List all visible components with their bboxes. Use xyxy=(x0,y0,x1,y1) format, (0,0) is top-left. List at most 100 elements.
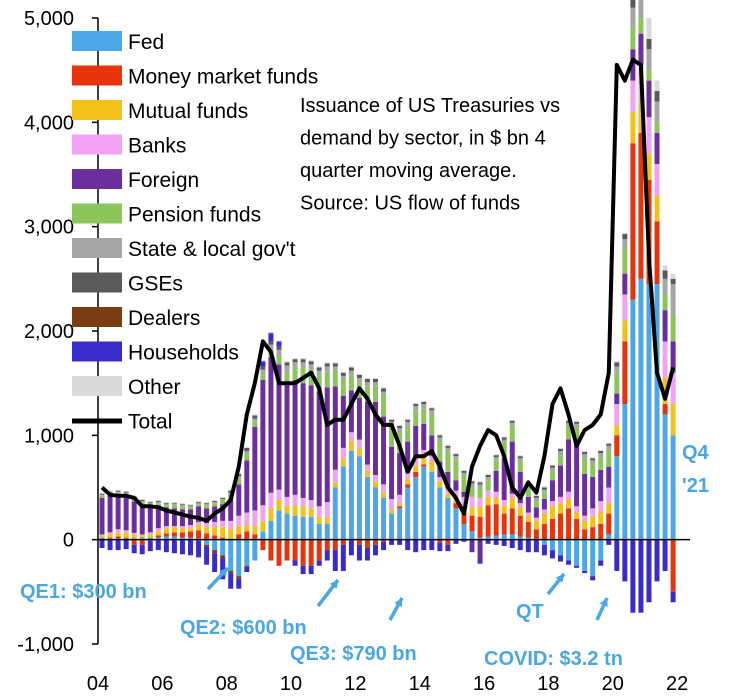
bar-pension-funds xyxy=(171,505,177,509)
legend-swatch-money-market-funds xyxy=(72,65,122,86)
bar-gses xyxy=(356,374,362,378)
bar-pension-funds xyxy=(284,371,290,383)
bar-pension-funds xyxy=(188,507,193,510)
bar-mutual-funds xyxy=(509,497,515,509)
bar-pension-funds xyxy=(413,410,419,426)
bar-state-local-gov-t xyxy=(373,382,378,387)
bar-mutual-funds xyxy=(533,520,539,530)
bar-other xyxy=(340,371,346,373)
bar-money-market-funds xyxy=(292,539,298,561)
bar-state-local-gov-t xyxy=(139,501,145,503)
bar-households xyxy=(107,539,113,551)
bar-foreign xyxy=(509,441,515,494)
x-tick-label: 22 xyxy=(666,673,688,695)
bar-gses xyxy=(252,415,258,419)
bar-pension-funds xyxy=(236,478,242,485)
legend-swatch-banks xyxy=(72,134,122,155)
bar-pension-funds xyxy=(405,425,411,442)
bar-state-local-gov-t xyxy=(381,391,387,396)
bar-banks xyxy=(558,496,563,504)
bar-households xyxy=(582,570,588,574)
bar-other xyxy=(212,500,218,502)
bar-foreign xyxy=(139,505,145,535)
bar-pension-funds xyxy=(155,503,161,506)
bar-fed xyxy=(566,539,572,561)
bar-households xyxy=(509,539,515,549)
bar-households xyxy=(300,565,306,575)
bar-foreign xyxy=(590,477,596,509)
bar-other xyxy=(614,361,620,363)
bar-money-market-funds xyxy=(188,531,193,538)
bar-banks xyxy=(517,503,523,508)
bar-pension-funds xyxy=(332,370,338,387)
bar-money-market-funds xyxy=(220,537,226,540)
bar-gses xyxy=(453,454,459,457)
bar-money-market-funds xyxy=(332,539,338,551)
bar-state-local-gov-t xyxy=(348,370,354,375)
bar-households xyxy=(429,539,435,551)
bar-other xyxy=(348,366,354,368)
bar-other xyxy=(582,450,588,453)
y-tick-label: 4,000 xyxy=(24,112,74,134)
bar-foreign xyxy=(453,480,459,491)
bar-other xyxy=(300,358,306,360)
bar-mutual-funds xyxy=(252,526,258,535)
bar-state-local-gov-t xyxy=(646,49,652,71)
bar-households xyxy=(236,578,242,589)
bar-money-market-funds xyxy=(469,515,475,532)
bar-fed xyxy=(179,537,185,540)
bar-money-market-funds xyxy=(509,508,515,535)
bar-banks xyxy=(332,469,338,483)
bar-gses xyxy=(179,504,185,506)
bar-state-local-gov-t xyxy=(324,366,330,372)
bar-dealers xyxy=(212,550,218,554)
bar-state-local-gov-t xyxy=(437,437,443,441)
bar-money-market-funds xyxy=(300,539,306,566)
bar-other xyxy=(252,414,258,416)
x-tick-label: 06 xyxy=(151,673,173,695)
bar-households xyxy=(549,550,555,559)
bar-other xyxy=(533,494,539,496)
bar-gses xyxy=(614,362,620,367)
bar-pension-funds xyxy=(598,457,604,470)
bar-state-local-gov-t xyxy=(630,7,636,29)
annotation-arrowhead xyxy=(219,568,228,577)
bar-gses xyxy=(204,503,210,505)
bar-banks xyxy=(630,80,636,112)
bar-pension-funds xyxy=(533,501,539,508)
bar-pension-funds xyxy=(461,476,467,492)
bar-fed xyxy=(171,536,177,540)
bar-fed xyxy=(364,477,370,540)
bar-other xyxy=(308,360,314,362)
bar-money-market-funds xyxy=(662,404,668,415)
bar-mutual-funds xyxy=(590,516,596,528)
bar-pension-funds xyxy=(469,486,475,497)
bar-money-market-funds xyxy=(405,484,411,488)
bar-state-local-gov-t xyxy=(147,503,153,505)
bar-fed xyxy=(147,537,153,540)
bar-banks xyxy=(582,515,588,521)
bar-mutual-funds xyxy=(204,527,210,534)
bar-state-local-gov-t xyxy=(445,447,451,451)
bar-mutual-funds xyxy=(276,500,282,511)
bar-pension-funds xyxy=(348,374,354,391)
bar-foreign xyxy=(549,480,555,502)
bar-fed xyxy=(525,537,531,540)
bar-foreign xyxy=(147,506,153,533)
bar-mutual-funds xyxy=(364,470,370,478)
bar-money-market-funds xyxy=(212,535,218,540)
bar-state-local-gov-t xyxy=(614,366,620,373)
bar-foreign xyxy=(292,380,298,495)
bar-money-market-funds xyxy=(598,524,604,540)
bar-money-market-funds xyxy=(381,539,387,542)
bar-foreign xyxy=(300,383,306,498)
bar-foreign xyxy=(348,390,354,433)
bar-households xyxy=(212,553,218,573)
bar-fed xyxy=(397,508,403,540)
bar-mutual-funds xyxy=(429,461,435,472)
bar-money-market-funds xyxy=(397,506,403,509)
bar-fed xyxy=(501,534,507,540)
bar-banks xyxy=(308,500,314,509)
bar-fed xyxy=(614,456,620,540)
